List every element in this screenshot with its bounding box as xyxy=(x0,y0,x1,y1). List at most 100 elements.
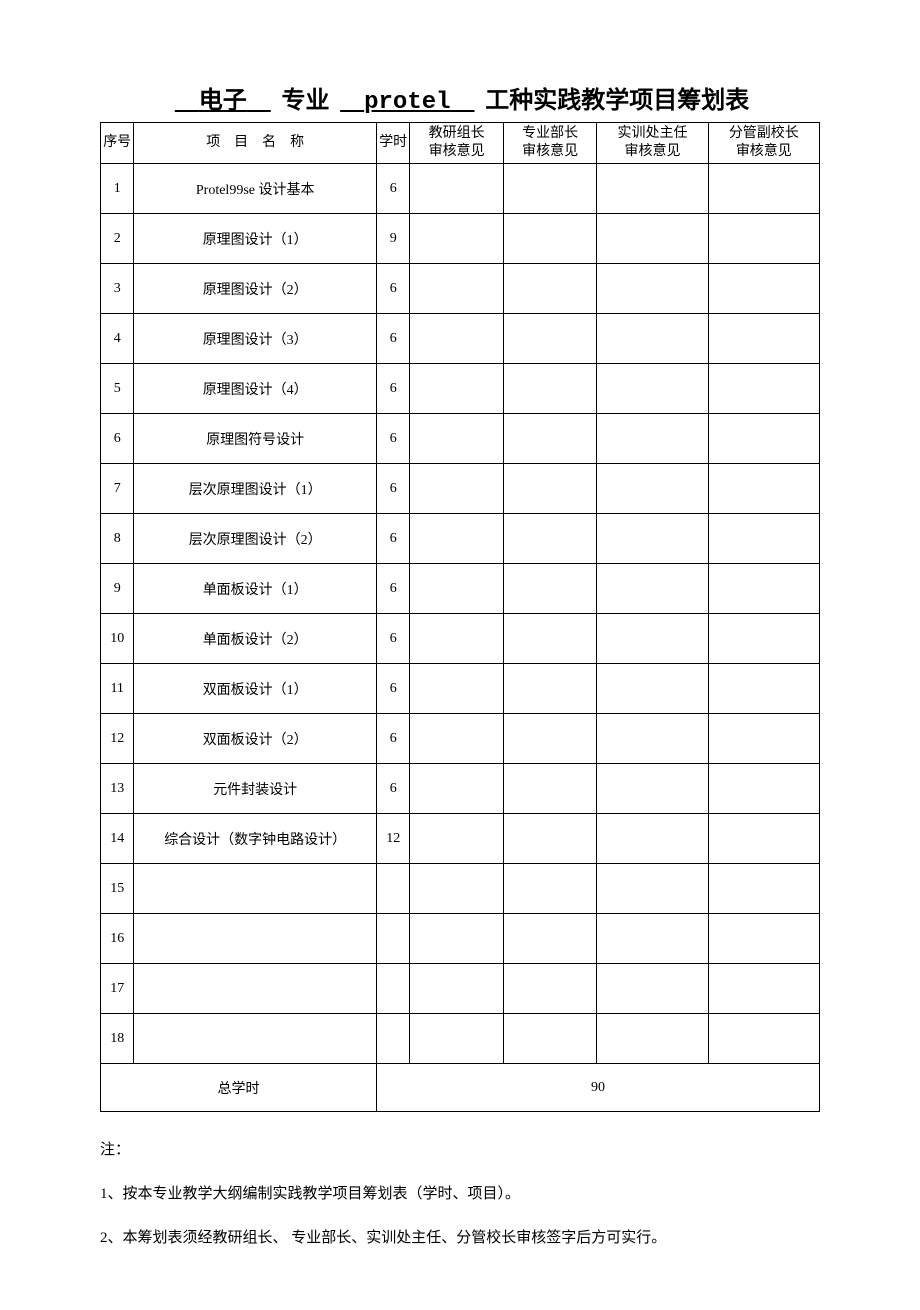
cell-opinion xyxy=(597,964,708,1014)
cell-seq: 16 xyxy=(101,914,134,964)
cell-hours: 6 xyxy=(377,464,410,514)
table-row: 18 xyxy=(101,1014,820,1064)
cell-seq: 14 xyxy=(101,814,134,864)
cell-name: 元件封装设计 xyxy=(134,764,377,814)
cell-opinion xyxy=(503,964,596,1014)
th-name: 项 目 名 称 xyxy=(134,123,377,164)
table-row: 14综合设计（数字钟电路设计）12 xyxy=(101,814,820,864)
cell-opinion xyxy=(410,564,503,614)
cell-opinion xyxy=(503,764,596,814)
title-major: 电子 xyxy=(171,87,275,114)
cell-opinion xyxy=(708,264,819,314)
cell-hours: 6 xyxy=(377,614,410,664)
cell-opinion xyxy=(597,864,708,914)
total-row: 总学时 90 xyxy=(101,1064,820,1112)
cell-opinion xyxy=(597,614,708,664)
cell-name: 原理图设计（3） xyxy=(134,314,377,364)
cell-name xyxy=(134,914,377,964)
cell-opinion xyxy=(708,914,819,964)
cell-opinion xyxy=(503,814,596,864)
cell-opinion xyxy=(708,214,819,264)
cell-opinion xyxy=(597,414,708,464)
cell-seq: 7 xyxy=(101,464,134,514)
title-major-label: 专业 xyxy=(281,87,329,114)
cell-opinion xyxy=(503,264,596,314)
cell-opinion xyxy=(708,764,819,814)
table-row: 3原理图设计（2）6 xyxy=(101,264,820,314)
cell-hours: 6 xyxy=(377,164,410,214)
cell-hours xyxy=(377,1014,410,1064)
table-row: 13元件封装设计6 xyxy=(101,764,820,814)
cell-opinion xyxy=(503,414,596,464)
cell-opinion xyxy=(410,414,503,464)
table-row: 10单面板设计（2）6 xyxy=(101,614,820,664)
cell-seq: 1 xyxy=(101,164,134,214)
cell-name: 单面板设计（1） xyxy=(134,564,377,614)
cell-opinion xyxy=(410,364,503,414)
cell-seq: 15 xyxy=(101,864,134,914)
cell-opinion xyxy=(410,964,503,1014)
cell-opinion xyxy=(708,564,819,614)
table-row: 6原理图符号设计6 xyxy=(101,414,820,464)
cell-opinion xyxy=(410,614,503,664)
cell-hours: 6 xyxy=(377,314,410,364)
cell-opinion xyxy=(410,164,503,214)
th-op2: 专业部长审核意见 xyxy=(503,123,596,164)
notes-prefix: 注： xyxy=(100,1138,820,1162)
cell-opinion xyxy=(503,164,596,214)
cell-opinion xyxy=(410,814,503,864)
cell-hours: 6 xyxy=(377,414,410,464)
cell-opinion xyxy=(708,614,819,664)
cell-opinion xyxy=(708,1014,819,1064)
notes: 注： 1、按本专业教学大纲编制实践教学项目筹划表（学时、项目）。 2、本筹划表须… xyxy=(100,1138,820,1250)
cell-opinion xyxy=(503,614,596,664)
table-row: 2原理图设计（1）9 xyxy=(101,214,820,264)
table-row: 9单面板设计（1）6 xyxy=(101,564,820,614)
cell-opinion xyxy=(503,914,596,964)
cell-name: 原理图设计（1） xyxy=(134,214,377,264)
cell-opinion xyxy=(597,564,708,614)
cell-opinion xyxy=(503,1014,596,1064)
table-row: 16 xyxy=(101,914,820,964)
cell-hours: 6 xyxy=(377,714,410,764)
cell-seq: 9 xyxy=(101,564,134,614)
cell-opinion xyxy=(597,1014,708,1064)
cell-opinion xyxy=(597,314,708,364)
cell-opinion xyxy=(503,514,596,564)
cell-opinion xyxy=(708,864,819,914)
th-op1: 教研组长审核意见 xyxy=(410,123,503,164)
cell-name: 原理图设计（2） xyxy=(134,264,377,314)
cell-hours xyxy=(377,914,410,964)
cell-opinion xyxy=(503,564,596,614)
table-row: 17 xyxy=(101,964,820,1014)
table-header: 序号 项 目 名 称 学时 教研组长审核意见 专业部长审核意见 实训处主任审核意… xyxy=(101,123,820,164)
cell-opinion xyxy=(597,664,708,714)
cell-opinion xyxy=(597,914,708,964)
table-body: 1Protel99se 设计基本62原理图设计（1）93原理图设计（2）64原理… xyxy=(101,164,820,1064)
cell-opinion xyxy=(597,264,708,314)
cell-opinion xyxy=(597,364,708,414)
table-row: 5原理图设计（4）6 xyxy=(101,364,820,414)
cell-name: 层次原理图设计（2） xyxy=(134,514,377,564)
th-hours: 学时 xyxy=(377,123,410,164)
cell-opinion xyxy=(503,214,596,264)
cell-hours: 6 xyxy=(377,664,410,714)
cell-hours: 6 xyxy=(377,564,410,614)
total-label: 总学时 xyxy=(101,1064,377,1112)
cell-name: 单面板设计（2） xyxy=(134,614,377,664)
cell-seq: 6 xyxy=(101,414,134,464)
cell-opinion xyxy=(503,714,596,764)
cell-opinion xyxy=(708,164,819,214)
table-row: 15 xyxy=(101,864,820,914)
cell-name: 综合设计（数字钟电路设计） xyxy=(134,814,377,864)
th-seq: 序号 xyxy=(101,123,134,164)
cell-seq: 11 xyxy=(101,664,134,714)
cell-opinion xyxy=(410,914,503,964)
cell-hours: 6 xyxy=(377,264,410,314)
cell-seq: 10 xyxy=(101,614,134,664)
cell-opinion xyxy=(597,514,708,564)
cell-opinion xyxy=(410,214,503,264)
cell-opinion xyxy=(708,964,819,1014)
cell-opinion xyxy=(410,864,503,914)
page-title: 电子 专业 protel 工种实践教学项目筹划表 xyxy=(100,80,820,116)
